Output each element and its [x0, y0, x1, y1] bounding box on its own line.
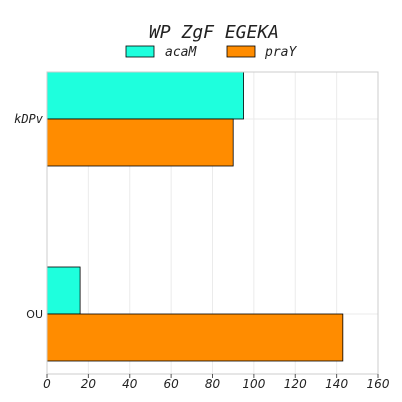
bar-praY-OU — [46, 313, 344, 362]
x-tick-label-3: 60 — [163, 377, 179, 391]
bar-acaM-OU — [46, 266, 81, 315]
bar-praY-kDPv — [46, 118, 234, 167]
x-tick-label-8: 160 — [367, 377, 390, 391]
bars — [46, 71, 344, 362]
legend-swatch-acaM — [125, 45, 155, 58]
x-tick-label-1: 20 — [81, 377, 97, 391]
x-axis-ticks: 0 20 40 60 80 100 120 140 160 — [43, 374, 390, 391]
legend-label-acaM: acaM — [165, 45, 197, 60]
legend: acaM praY — [125, 45, 297, 60]
chart-title: WP ZgF EGEKA — [149, 22, 279, 43]
x-tick-label-0: 0 — [43, 377, 51, 391]
legend-label-praY: praY — [264, 45, 297, 60]
y-tick-label-0: kDPv — [14, 112, 44, 126]
x-tick-label-5: 100 — [242, 377, 265, 391]
bar-acaM-kDPv — [46, 71, 244, 120]
x-tick-label-6: 120 — [284, 377, 307, 391]
legend-swatch-praY — [226, 45, 256, 58]
y-axis-ticks: kDPv OU — [14, 112, 44, 321]
x-tick-label-4: 80 — [205, 377, 221, 391]
x-tick-label-2: 40 — [122, 377, 138, 391]
x-tick-label-7: 140 — [325, 377, 348, 391]
y-tick-label-1: OU — [26, 308, 43, 321]
